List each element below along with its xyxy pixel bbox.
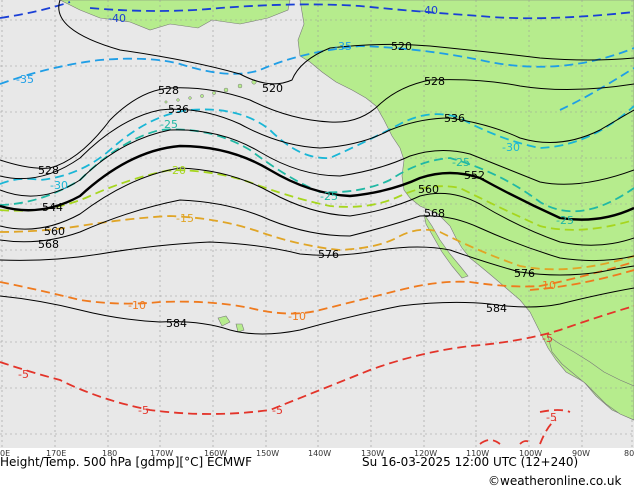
contour-552-line xyxy=(0,144,634,221)
isotherms xyxy=(0,1,634,445)
axis-label: 180 xyxy=(102,449,117,458)
axis-label: 120W xyxy=(414,449,437,458)
height-label: 528 xyxy=(424,75,445,88)
contour-584-line xyxy=(0,287,634,335)
contour-520-line xyxy=(58,0,634,85)
temp-label: -25 xyxy=(556,214,574,227)
footer-background xyxy=(0,448,634,490)
isotherm-minus10-line xyxy=(0,261,634,315)
temp-label: -30 xyxy=(50,179,68,192)
temp-label: -5 xyxy=(138,404,149,417)
isotherm-minus40-line xyxy=(0,1,71,19)
height-label-group: 520 520 528 528 528 536 536 544 552 560 … xyxy=(38,40,535,330)
contour-560-line xyxy=(0,167,634,246)
isotherm-minus35-line xyxy=(0,45,634,85)
temp-label: -25 xyxy=(320,190,338,203)
hawaii-islands xyxy=(217,315,245,333)
height-label: 584 xyxy=(166,317,187,330)
temp-label: -10 xyxy=(538,279,556,292)
baja-peninsula xyxy=(423,213,469,279)
height-contours xyxy=(0,0,634,335)
axis-label: 150W xyxy=(256,449,279,458)
temp-label: -30 xyxy=(502,141,520,154)
axis-label-group: 0E 170E 180 170W 160W 150W 140W 130W 120… xyxy=(0,449,634,458)
axis-label: 160W xyxy=(204,449,227,458)
temp-label: -35 xyxy=(16,73,34,86)
height-label: 576 xyxy=(514,267,535,280)
copyright: ©weatheronline.co.uk xyxy=(488,474,621,488)
temp-label: -35 xyxy=(334,40,352,53)
chart-title: Height/Temp. 500 hPa [gdmp][°C] ECMWF xyxy=(0,455,252,469)
axis-label: 170E xyxy=(46,449,66,458)
height-label: 560 xyxy=(418,183,439,196)
height-label: 552 xyxy=(464,169,485,182)
temp-label: -5 xyxy=(542,332,553,345)
temp-label: -10 xyxy=(288,310,306,323)
axis-label: 170W xyxy=(150,449,173,458)
axis-label: 80 xyxy=(624,449,634,458)
aleutian-islands xyxy=(164,79,257,104)
height-label: 520 xyxy=(262,82,283,95)
contour-568-line xyxy=(0,199,634,262)
axis-label: 100W xyxy=(519,449,542,458)
height-label: 520 xyxy=(391,40,412,53)
isotherm-minus35-line xyxy=(559,67,634,111)
temp-label: -20 xyxy=(168,164,186,177)
height-label: 544 xyxy=(42,201,63,214)
temp-label: -25 xyxy=(452,156,470,169)
temp-label: -5 xyxy=(272,404,283,417)
north-america-land xyxy=(297,0,634,421)
height-label: 528 xyxy=(158,84,179,97)
temp-label: -25 xyxy=(160,118,178,131)
temp-label-group: -40 -40 -35 -35 -30 -30 -25 -25 -25 -25 … xyxy=(16,4,574,424)
isotherm-minus5-line xyxy=(539,409,571,413)
height-label: 560 xyxy=(44,225,65,238)
axis-label: 110W xyxy=(466,449,489,458)
axis-label: 130W xyxy=(361,449,384,458)
axis-label: 140W xyxy=(308,449,331,458)
isotherm-minus15-line xyxy=(0,215,634,271)
valid-time: Su 16-03-2025 12:00 UTC (12+240) xyxy=(362,455,578,469)
temp-label: -15 xyxy=(176,212,194,225)
temp-label: -40 xyxy=(420,4,438,17)
height-label: 568 xyxy=(424,207,445,220)
height-label: 536 xyxy=(168,103,189,116)
contour-576-line xyxy=(0,241,634,276)
contour-536-line xyxy=(0,108,634,180)
height-label: 584 xyxy=(486,302,507,315)
axis-label: 90W xyxy=(572,449,590,458)
height-label: 576 xyxy=(318,248,339,261)
temp-label: -5 xyxy=(546,411,557,424)
isotherm-minus40-line xyxy=(89,3,634,20)
isotherm-minus30-line xyxy=(0,105,634,185)
land-masses xyxy=(59,0,634,421)
height-label: 536 xyxy=(444,112,465,125)
temp-label: -5 xyxy=(18,368,29,381)
isotherm-minus5-line xyxy=(0,305,634,415)
height-label: 568 xyxy=(38,238,59,251)
contour-544-line xyxy=(0,129,634,197)
temp-label: -10 xyxy=(128,299,146,312)
temp-label: -40 xyxy=(108,12,126,25)
contour-528-line xyxy=(0,79,634,169)
height-label: 528 xyxy=(38,164,59,177)
isotherm-minus20-line xyxy=(0,169,634,231)
isotherm-minus5-line xyxy=(479,419,557,445)
axis-label: 0E xyxy=(0,449,10,458)
